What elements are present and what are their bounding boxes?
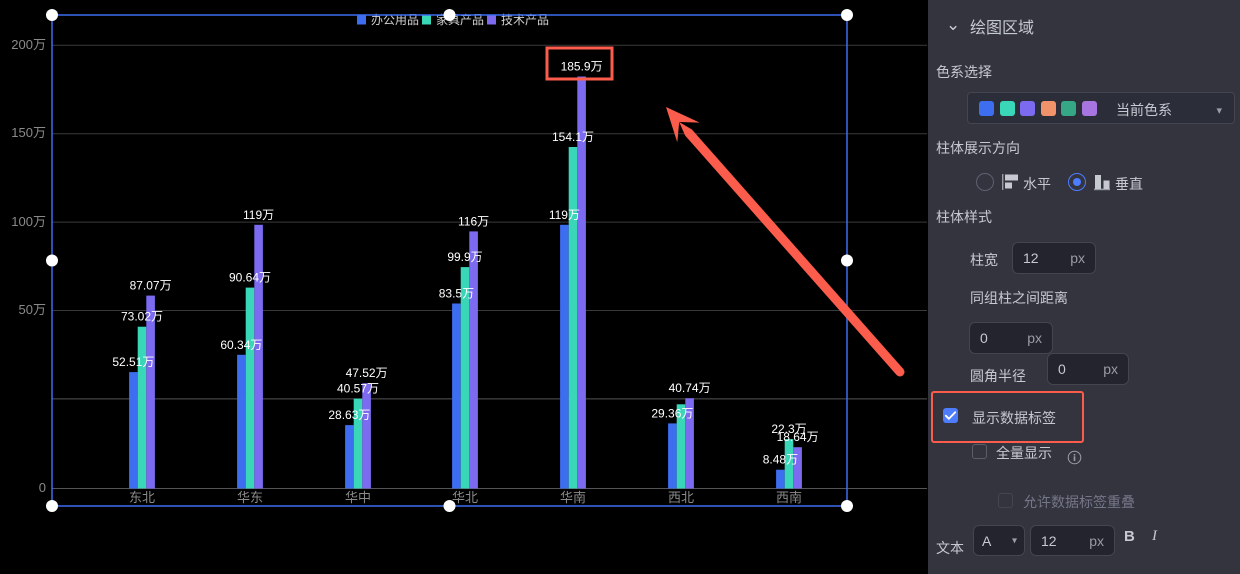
svg-text:18.64万: 18.64万 [777,430,819,444]
svg-text:西南: 西南 [776,490,802,505]
svg-text:华北: 华北 [452,490,478,505]
svg-text:0: 0 [39,480,46,495]
svg-text:60.34万: 60.34万 [220,338,262,352]
svg-text:185.9万: 185.9万 [561,60,603,74]
svg-text:40.57万: 40.57万 [337,382,379,396]
svg-text:119万: 119万 [549,208,580,222]
svg-text:华中: 华中 [345,490,371,505]
svg-text:90.64万: 90.64万 [229,271,271,285]
svg-text:8.48万: 8.48万 [763,453,798,467]
svg-text:150万: 150万 [11,125,46,140]
svg-text:华南: 华南 [560,490,586,505]
svg-text:28.63万: 28.63万 [328,408,370,422]
svg-text:116万: 116万 [458,214,489,228]
svg-text:52.51万: 52.51万 [112,355,154,369]
svg-text:119万: 119万 [243,208,274,222]
svg-text:50万: 50万 [19,302,46,317]
svg-text:99.9万: 99.9万 [447,250,482,264]
svg-text:47.52万: 47.52万 [346,366,388,380]
svg-text:40.74万: 40.74万 [669,381,711,395]
svg-text:87.07万: 87.07万 [130,279,172,293]
svg-text:73.02万: 73.02万 [121,310,163,324]
svg-text:29.36万: 29.36万 [651,406,693,420]
svg-text:200万: 200万 [11,37,46,52]
svg-text:100万: 100万 [11,214,46,229]
svg-text:83.5万: 83.5万 [439,287,474,301]
svg-text:华东: 华东 [237,490,263,505]
svg-text:154.1万: 154.1万 [552,130,594,144]
svg-text:西北: 西北 [668,490,694,505]
svg-text:东北: 东北 [129,490,155,505]
